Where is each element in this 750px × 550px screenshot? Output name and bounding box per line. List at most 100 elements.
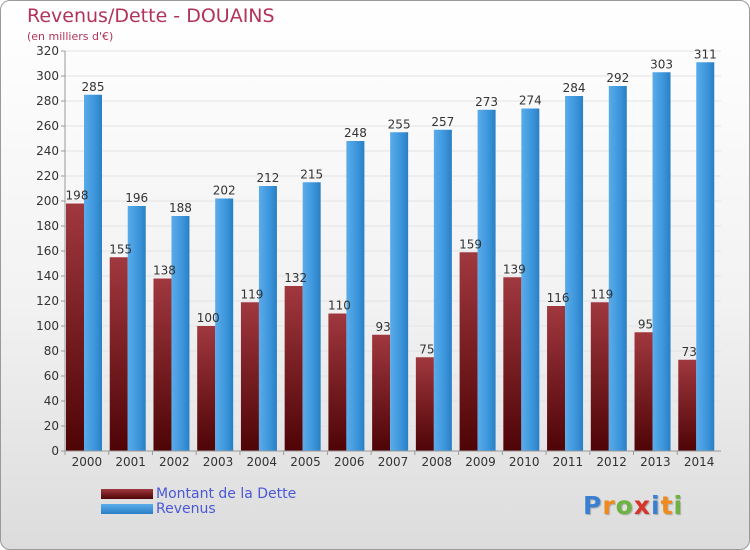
x-tick-label: 2014 [684, 455, 715, 469]
y-tick-label: 40 [44, 394, 59, 408]
bar-revenus [215, 198, 234, 451]
bar-dette [66, 203, 84, 451]
data-label-dette: 155 [109, 242, 132, 256]
bar-revenus [696, 62, 715, 451]
bar-dette [240, 302, 259, 451]
logo-letter: r [602, 491, 616, 520]
bar-revenus [171, 216, 190, 451]
data-label-dette: 100 [197, 311, 220, 325]
bar-dette [372, 334, 391, 451]
y-tick-label: 320 [36, 44, 59, 58]
data-label-revenus: 212 [256, 171, 279, 185]
data-label-revenus: 292 [606, 71, 629, 85]
bar-revenus [652, 72, 671, 451]
data-label-dette: 132 [284, 271, 307, 285]
x-tick-label: 2003 [203, 455, 234, 469]
data-label-revenus: 248 [344, 126, 367, 140]
logo-letter: i [673, 491, 684, 520]
data-label-dette: 110 [328, 299, 351, 313]
bar-revenus [346, 141, 365, 451]
logo-letter: i [651, 491, 661, 520]
x-tick-label: 2006 [334, 455, 365, 469]
y-tick-label: 100 [36, 319, 59, 333]
x-tick-label: 2012 [596, 455, 627, 469]
y-tick-label: 80 [44, 344, 59, 358]
logo-letter: t [660, 491, 674, 520]
x-tick-label: 2004 [247, 455, 278, 469]
bar-revenus [565, 96, 584, 451]
bar-revenus [608, 86, 627, 451]
y-tick-label: 300 [36, 69, 59, 83]
data-label-revenus: 188 [169, 201, 192, 215]
bar-dette [328, 313, 347, 451]
bar-dette [634, 332, 653, 451]
bar-revenus [390, 132, 409, 451]
x-tick-label: 2000 [72, 455, 103, 469]
y-tick-label: 260 [36, 119, 59, 133]
legend-label-dette: Montant de la Dette [156, 486, 297, 502]
logo-letter: o [615, 491, 634, 520]
data-label-revenus: 285 [82, 80, 105, 94]
y-tick-label: 200 [36, 194, 59, 208]
bar-revenus [258, 186, 277, 451]
bar-revenus [477, 109, 496, 451]
x-tick-label: 2005 [290, 455, 321, 469]
x-tick-label: 2009 [465, 455, 496, 469]
bar-dette [153, 278, 172, 451]
bar-dette [547, 306, 566, 451]
y-tick-label: 140 [36, 269, 59, 283]
y-tick-label: 0 [51, 444, 59, 458]
y-tick-label: 20 [44, 419, 59, 433]
bar-revenus [521, 108, 540, 451]
x-tick-label: 2007 [378, 455, 409, 469]
data-label-dette: 95 [638, 317, 653, 331]
x-tick-label: 2001 [115, 455, 146, 469]
data-label-dette: 75 [419, 342, 434, 356]
data-label-revenus: 255 [388, 117, 411, 131]
data-label-revenus: 274 [519, 94, 542, 108]
bar-dette [415, 357, 434, 451]
bar-dette [503, 277, 522, 451]
bar-dette [284, 286, 303, 451]
x-tick-label: 2011 [553, 455, 584, 469]
data-label-dette: 138 [153, 264, 176, 278]
data-label-dette: 159 [459, 237, 482, 251]
logo-letter: x [633, 491, 651, 520]
data-label-dette: 73 [682, 345, 697, 359]
legend-label-revenus: Revenus [156, 501, 216, 517]
data-label-revenus: 284 [563, 81, 586, 95]
y-tick-label: 120 [36, 294, 59, 308]
data-label-revenus: 196 [125, 191, 148, 205]
y-tick-label: 180 [36, 219, 59, 233]
bar-dette [678, 359, 697, 451]
data-label-dette: 119 [590, 287, 613, 301]
bar-revenus [127, 206, 146, 451]
y-tick-label: 160 [36, 244, 59, 258]
data-label-revenus: 311 [694, 47, 717, 61]
data-label-revenus: 215 [300, 167, 323, 181]
bar-revenus [302, 182, 321, 451]
y-tick-label: 240 [36, 144, 59, 158]
chart-subtitle: (en milliers d'€) [27, 30, 114, 43]
bar-dette [109, 257, 128, 451]
data-label-dette: 198 [66, 189, 89, 203]
data-label-revenus: 257 [431, 115, 454, 129]
bar-revenus [84, 94, 102, 451]
chart-title: Revenus/Dette - DOUAINS [27, 5, 275, 27]
bar-dette [590, 302, 609, 451]
data-label-revenus: 273 [475, 95, 498, 109]
x-tick-label: 2002 [159, 455, 190, 469]
bar-dette [197, 326, 216, 451]
proxiti-logo: Proxiti [583, 491, 683, 520]
logo-letter: P [583, 491, 603, 520]
data-label-dette: 116 [547, 291, 570, 305]
data-label-dette: 139 [503, 262, 526, 276]
legend-swatch-revenus [101, 504, 153, 514]
y-tick-label: 60 [44, 369, 59, 383]
data-label-dette: 93 [375, 320, 390, 334]
data-label-revenus: 202 [213, 184, 236, 198]
bar-dette [459, 252, 478, 451]
y-tick-label: 220 [36, 169, 59, 183]
